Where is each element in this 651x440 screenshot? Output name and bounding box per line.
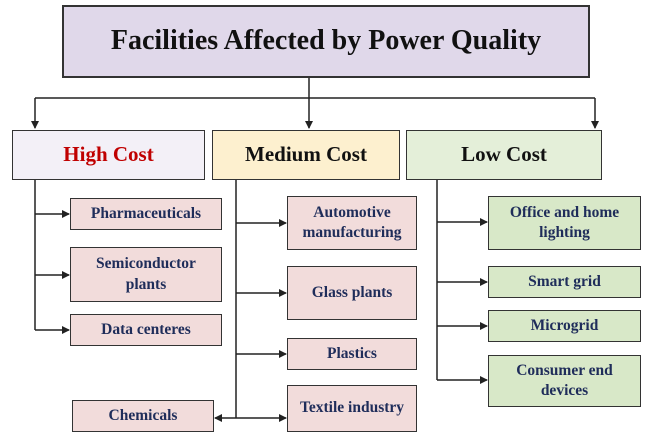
item-box: Plastics [287,338,417,370]
item-box: Chemicals [72,400,214,432]
item-box: Semiconductor plants [70,247,222,302]
tier-box: Low Cost [406,130,602,180]
tier-box: High Cost [12,130,205,180]
lines [31,78,599,422]
item-box: Office and home lighting [488,196,641,250]
item-box: Smart grid [488,266,641,298]
tier-box: Medium Cost [212,130,400,180]
item-box: Glass plants [287,266,417,320]
item-box: Data centeres [70,314,222,346]
item-box: Automotive manufacturing [287,196,417,250]
item-box: Textile industry [287,385,417,432]
title-box: Facilities Affected by Power Quality [62,5,590,78]
item-box: Consumer end devices [488,355,641,407]
item-box: Microgrid [488,310,641,342]
item-box: Pharmaceuticals [70,198,222,230]
